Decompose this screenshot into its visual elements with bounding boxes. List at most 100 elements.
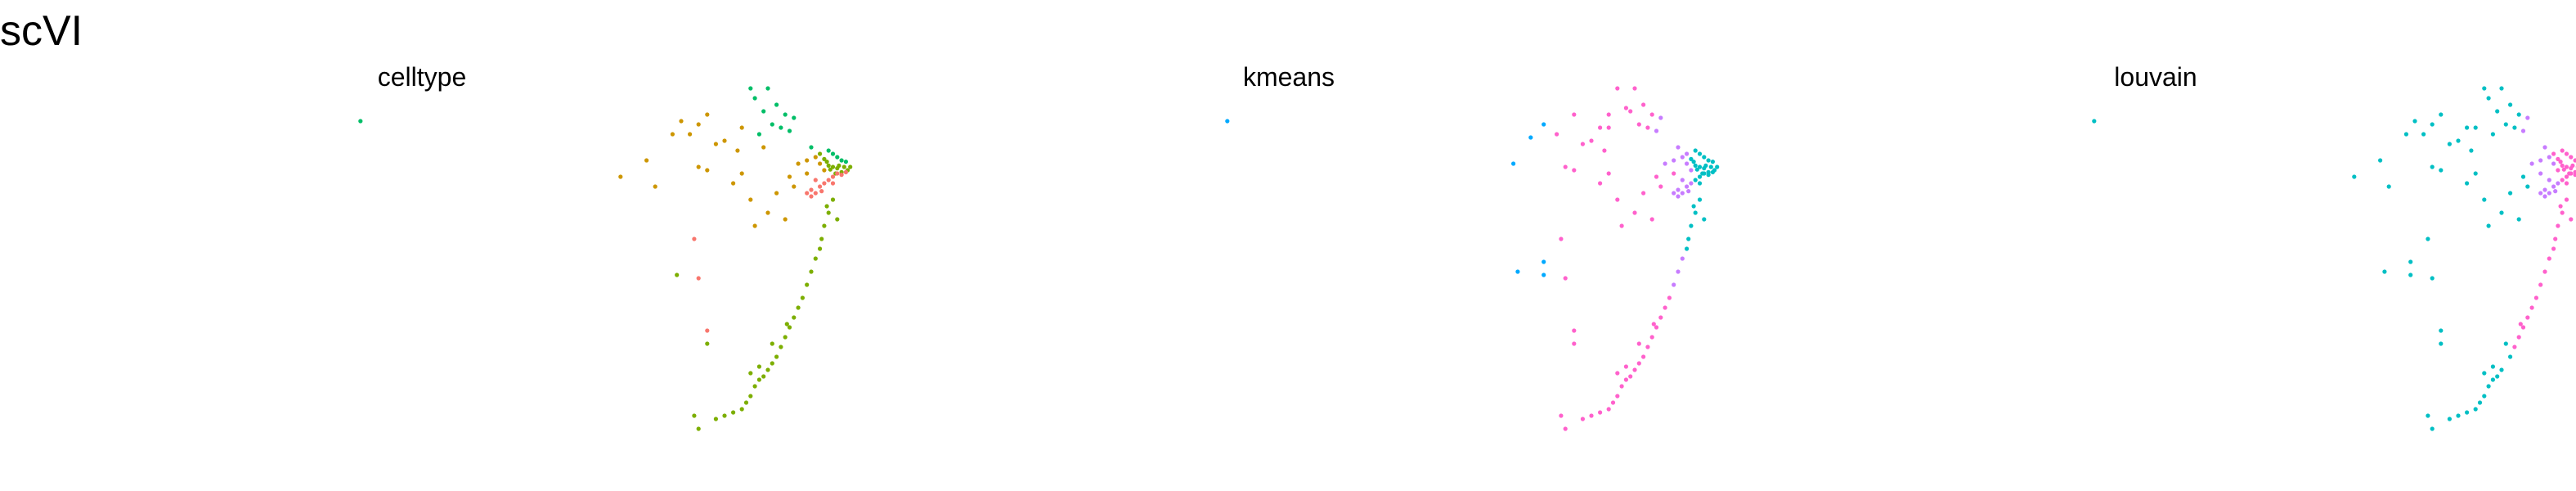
point-celltype-s4-23 — [731, 410, 736, 415]
point-kmeans-s3-28 — [1702, 217, 1707, 222]
point-celltype-s2-10 — [822, 156, 827, 161]
point-louvain-s0-56 — [2516, 217, 2521, 222]
point-celltype-s3-3 — [822, 181, 827, 186]
point-louvain-s0-53 — [2426, 413, 2430, 418]
point-louvain-s1-8 — [2547, 191, 2551, 196]
point-celltype-s1-19 — [792, 184, 797, 189]
point-kmeans-s1-33 — [1658, 315, 1663, 320]
point-celltype-s4-7 — [805, 282, 810, 287]
point-kmeans-s0-4 — [1515, 269, 1520, 274]
point-kmeans-s1-0 — [1615, 86, 1620, 91]
point-kmeans-s1-16 — [1619, 223, 1624, 228]
point-celltype-s1-21 — [805, 158, 810, 163]
point-celltype-s4-29 — [784, 322, 789, 327]
point-kmeans-s1-21 — [1572, 328, 1577, 333]
point-celltype-s3-10 — [813, 178, 818, 182]
point-celltype-s0-17 — [843, 160, 848, 164]
point-celltype-s4-10 — [792, 315, 797, 320]
point-louvain-s0-38 — [2439, 328, 2444, 333]
point-celltype-s3-7 — [839, 173, 844, 178]
point-louvain-s1-12 — [2547, 178, 2551, 182]
point-celltype-s1-13 — [696, 164, 701, 169]
point-kmeans-s1-45 — [1606, 407, 1611, 412]
point-kmeans-s1-3 — [1641, 102, 1646, 107]
point-celltype-s1-1 — [705, 112, 710, 117]
point-celltype-s3-11 — [805, 191, 810, 196]
points-kmeans — [1225, 86, 1720, 431]
point-celltype-s4-16 — [765, 367, 770, 372]
point-kmeans-s1-8 — [1580, 142, 1585, 146]
point-celltype-s0-14 — [830, 151, 836, 156]
point-celltype-s0-4 — [774, 102, 779, 107]
point-kmeans-s3-19 — [1702, 171, 1707, 176]
point-kmeans-s1-41 — [1623, 377, 1628, 382]
point-kmeans-s3-26 — [1686, 236, 1691, 241]
point-kmeans-s2-16 — [1685, 151, 1690, 156]
point-louvain-s2-17 — [2551, 151, 2556, 156]
point-louvain-s0-28 — [2508, 191, 2513, 196]
point-kmeans-s1-14 — [1615, 197, 1620, 202]
point-louvain-s1-15 — [2538, 171, 2543, 176]
point-celltype-s4-15 — [770, 361, 774, 366]
point-louvain-s1-13 — [2551, 184, 2556, 189]
point-kmeans-s3-13 — [1697, 151, 1703, 156]
point-kmeans-s1-51 — [1636, 341, 1641, 346]
point-celltype-s0-7 — [770, 122, 774, 127]
point-kmeans-s2-15 — [1654, 128, 1659, 133]
point-celltype-s1-15 — [765, 210, 770, 215]
point-celltype-s4-28 — [770, 341, 774, 346]
point-kmeans-s1-18 — [1658, 184, 1663, 189]
point-kmeans-s1-36 — [1645, 345, 1650, 349]
point-louvain-s0-23 — [2473, 171, 2478, 176]
point-celltype-s4-26 — [748, 371, 753, 376]
point-louvain-s0-11 — [2465, 125, 2470, 130]
panel-title-celltype: celltype — [378, 62, 467, 92]
points-louvain — [2092, 86, 2576, 431]
point-celltype-s4-17 — [761, 374, 766, 379]
point-kmeans-s2-6 — [1680, 191, 1685, 196]
point-louvain-s0-19 — [2378, 158, 2383, 163]
point-celltype-s1-2 — [688, 132, 693, 137]
point-kmeans-s1-5 — [1598, 125, 1603, 130]
point-kmeans-s1-12 — [1598, 181, 1603, 186]
point-celltype-s1-11 — [731, 181, 736, 186]
point-louvain-s2-14 — [2569, 155, 2574, 160]
point-kmeans-s2-9 — [1676, 194, 1681, 199]
point-celltype-s1-0 — [679, 119, 684, 124]
point-kmeans-s3-17 — [1693, 178, 1698, 182]
point-kmeans-s1-49 — [1615, 371, 1620, 376]
point-kmeans-s3-10 — [1689, 156, 1694, 161]
point-louvain-s0-7 — [2503, 122, 2508, 127]
point-louvain-s1-1 — [2520, 128, 2526, 133]
point-louvain-s0-42 — [2490, 377, 2495, 382]
point-louvain-s0-51 — [2456, 413, 2461, 418]
point-celltype-s4-24 — [722, 413, 727, 418]
panel-title-louvain: louvain — [2114, 62, 2197, 92]
point-kmeans-s1-7 — [1555, 132, 1560, 137]
point-celltype-s1-26 — [735, 148, 740, 153]
point-louvain-s1-9 — [2542, 194, 2547, 199]
point-louvain-s1-4 — [2547, 155, 2551, 160]
point-celltype-s1-23 — [818, 161, 823, 166]
point-louvain-s0-52 — [2447, 417, 2452, 421]
point-kmeans-s1-23 — [1649, 112, 1654, 117]
point-louvain-s0-54 — [2430, 426, 2435, 431]
point-celltype-s3-9 — [809, 194, 814, 199]
point-louvain-s0-30 — [2439, 168, 2444, 173]
point-kmeans-s3-14 — [1702, 155, 1707, 160]
point-louvain-s2-22 — [2573, 173, 2576, 178]
point-kmeans-s3-24 — [1693, 210, 1698, 215]
point-kmeans-s1-24 — [1636, 122, 1641, 127]
point-louvain-s0-55 — [2439, 341, 2444, 346]
point-louvain-s0-3 — [2499, 86, 2504, 91]
point-kmeans-s1-1 — [1632, 86, 1637, 91]
point-louvain-s2-38 — [2512, 345, 2517, 349]
point-louvain-s0-39 — [2503, 341, 2508, 346]
point-louvain-s0-40 — [2499, 367, 2504, 372]
point-louvain-s0-20 — [2352, 174, 2357, 179]
point-celltype-s1-5 — [696, 122, 701, 127]
point-kmeans-s1-38 — [1636, 361, 1641, 366]
point-louvain-s0-47 — [2482, 394, 2487, 399]
point-celltype-s0-12 — [809, 145, 814, 150]
